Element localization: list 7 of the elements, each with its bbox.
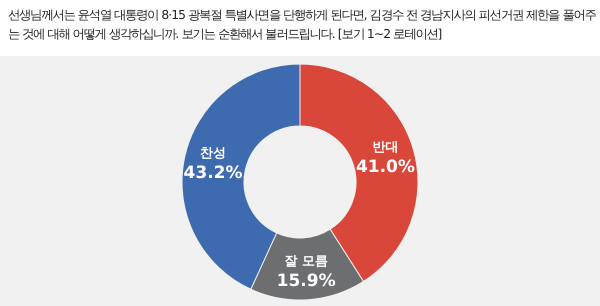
chart-title: 선생님께서는 윤석열 대통령이 8·15 광복절 특별사면을 단행하게 된다면, 김경수 전 경남지사의 피선거권 제한을 풀어주는 것에 대해 어떻게 생각하십니까. 보기는 순환해서 불러드립니다. [보기 1~2 로테이션]: [8, 7, 597, 43]
data-label: 41.0%: [356, 157, 415, 178]
slice-label: 찬성: [200, 146, 226, 162]
slice-label: 잘 모름: [284, 254, 328, 269]
data-label: 43.2%: [184, 163, 243, 184]
slice-label: 반대: [372, 140, 398, 156]
data-label: 15.9%: [276, 270, 336, 291]
